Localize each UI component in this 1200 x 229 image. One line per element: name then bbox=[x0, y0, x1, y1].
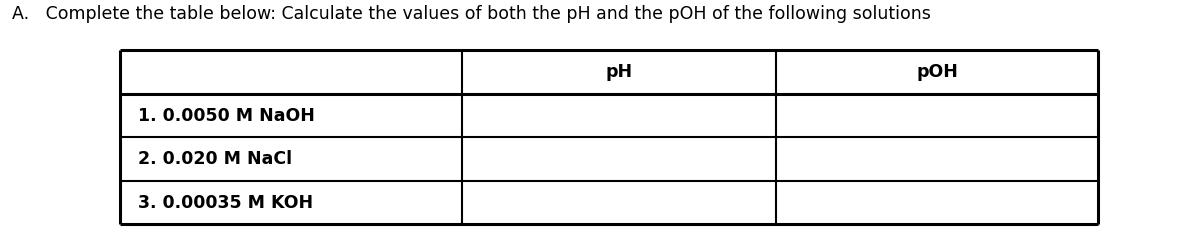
Text: A.   Complete the table below: Calculate the values of both the pH and the pOH o: A. Complete the table below: Calculate t… bbox=[12, 5, 931, 23]
Text: 2. 0.020 M NaCl: 2. 0.020 M NaCl bbox=[138, 150, 292, 168]
Text: 1. 0.0050 M NaOH: 1. 0.0050 M NaOH bbox=[138, 107, 314, 125]
Text: 3. 0.00035 M KOH: 3. 0.00035 M KOH bbox=[138, 194, 313, 212]
Text: pH: pH bbox=[606, 63, 632, 81]
Text: pOH: pOH bbox=[917, 63, 958, 81]
